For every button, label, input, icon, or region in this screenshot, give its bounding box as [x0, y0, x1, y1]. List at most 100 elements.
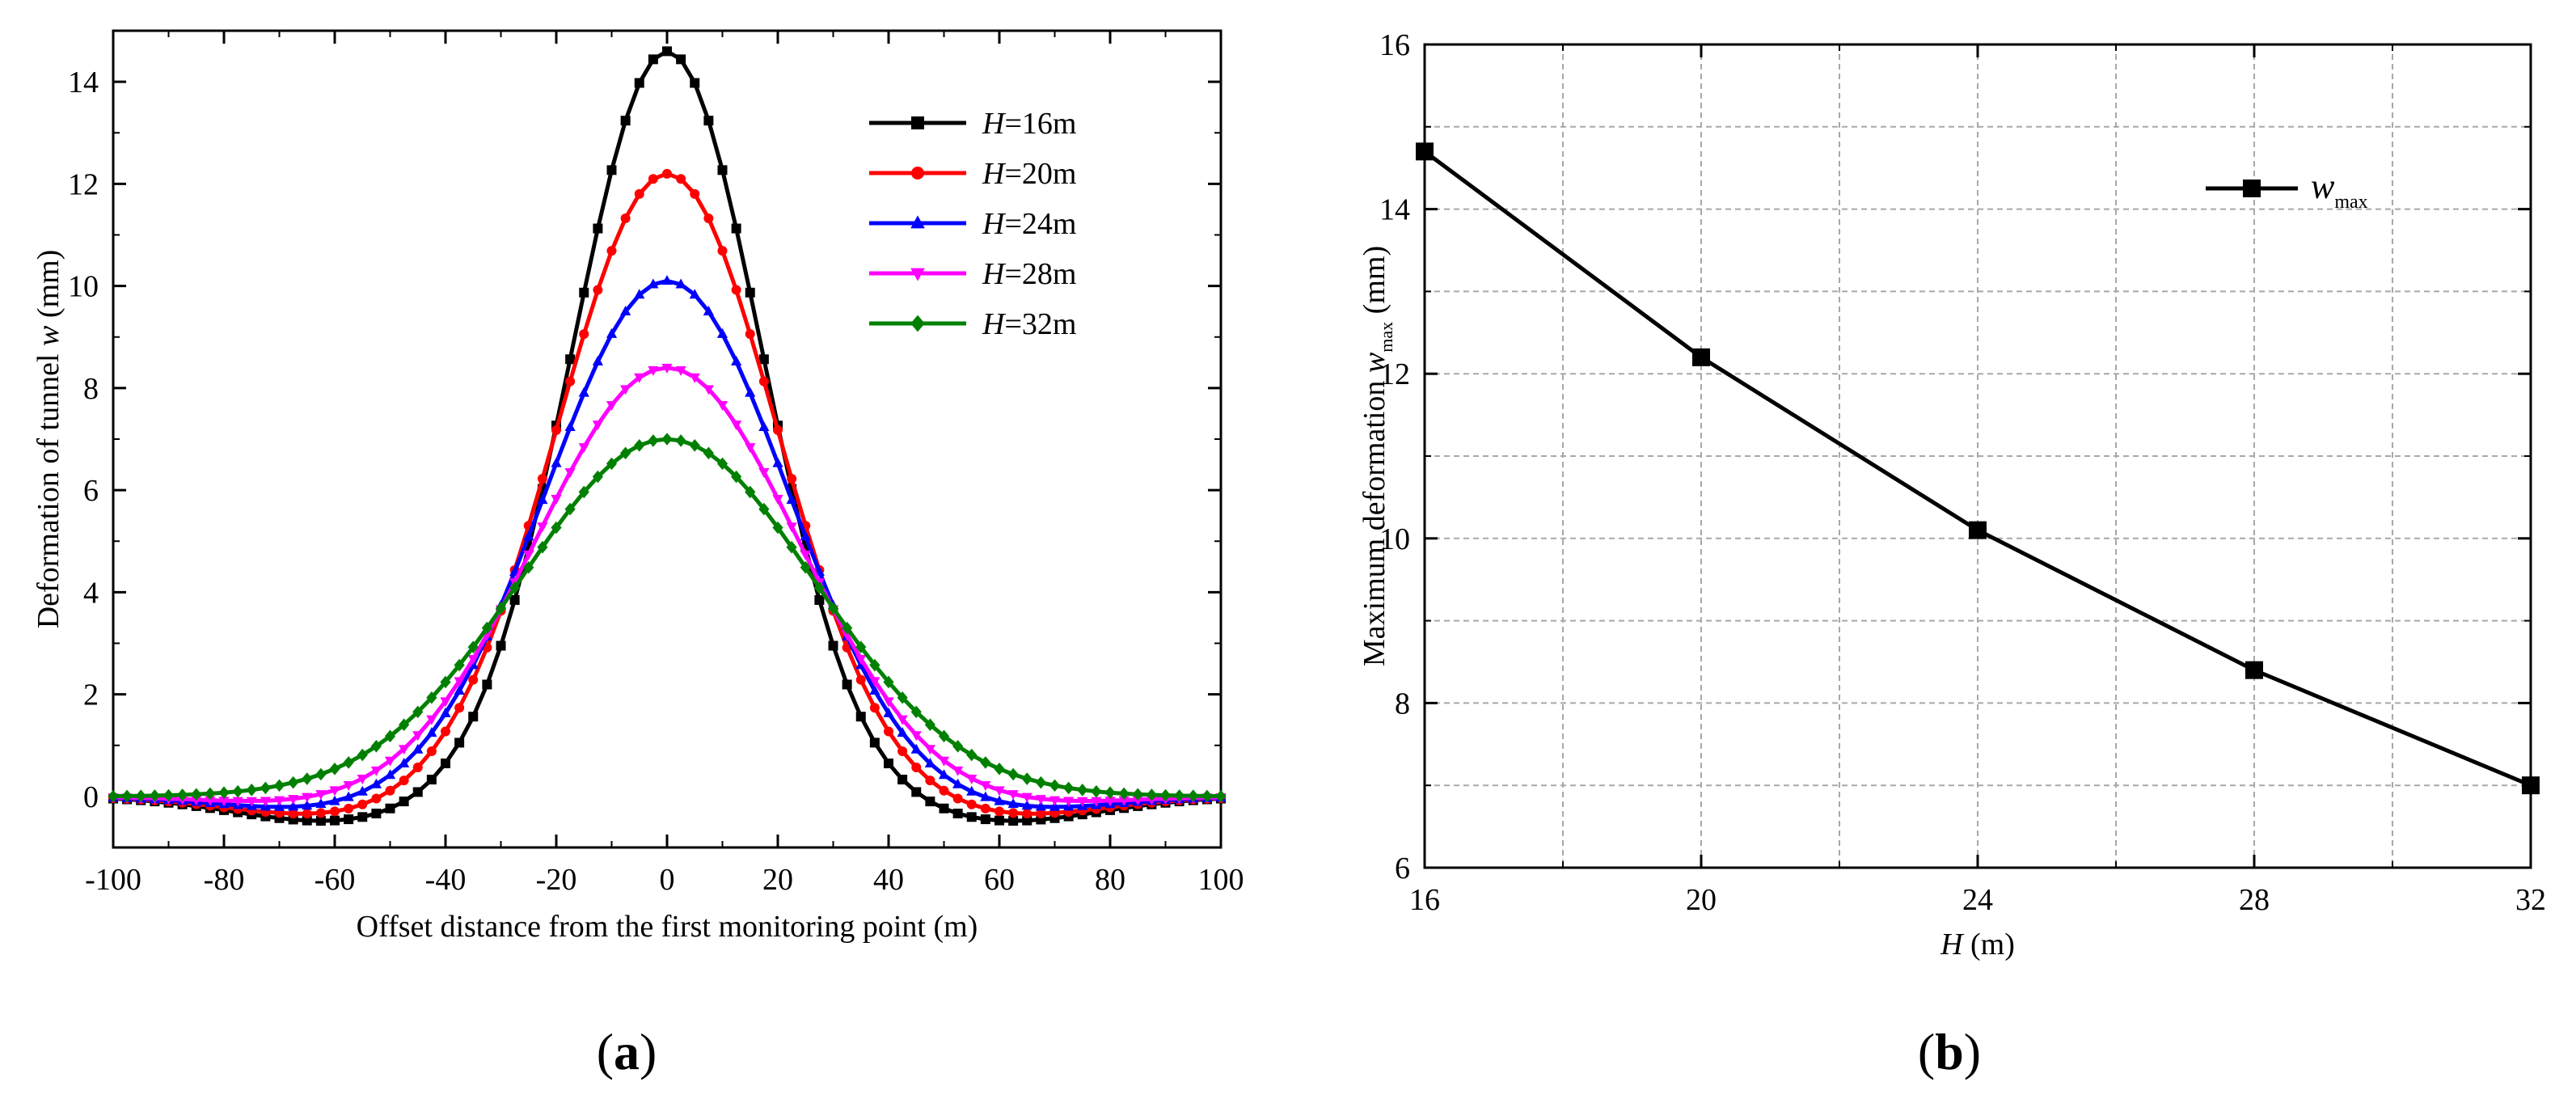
data-point	[273, 796, 285, 806]
data-point	[966, 748, 978, 762]
data-point	[980, 756, 991, 769]
data-point	[980, 803, 990, 814]
data-point	[925, 775, 935, 786]
data-point	[2245, 661, 2263, 679]
x-tick-label: 28	[2239, 883, 2270, 917]
data-point	[385, 785, 395, 796]
data-point	[995, 806, 1004, 817]
data-point	[648, 278, 659, 289]
data-point	[717, 165, 728, 175]
data-point	[191, 788, 202, 801]
data-point	[800, 530, 811, 541]
data-point	[564, 421, 576, 432]
data-point	[883, 675, 894, 689]
data-point	[412, 762, 423, 772]
data-point	[716, 328, 728, 338]
data-point	[302, 792, 313, 803]
series-line	[112, 366, 1222, 804]
data-point	[551, 457, 562, 467]
x-tick-label: 100	[1198, 863, 1244, 897]
data-point	[675, 278, 686, 289]
data-point	[343, 791, 354, 801]
y-tick-label: 4	[83, 576, 99, 610]
data-point	[939, 785, 949, 796]
data-point	[564, 468, 576, 479]
data-point	[384, 756, 396, 767]
data-point	[191, 796, 202, 806]
data-point	[523, 560, 534, 574]
data-point	[232, 797, 243, 807]
data-point	[855, 654, 867, 665]
panel-a-chart: -100 -80 -60 -40 -20 0 20 40 60 80 10002468101214 …	[32, 29, 1244, 944]
data-point	[357, 748, 368, 762]
data-point	[1146, 788, 1157, 801]
data-point	[495, 602, 507, 615]
legend-label: H=20m	[982, 157, 1076, 191]
data-point	[370, 739, 382, 753]
data-point	[758, 468, 770, 479]
data-point	[399, 797, 409, 807]
data-point	[565, 354, 576, 365]
data-point	[1007, 767, 1019, 781]
data-point	[315, 816, 326, 826]
data-point	[1008, 816, 1019, 826]
data-point	[648, 54, 658, 65]
data-point	[897, 727, 908, 737]
data-point	[468, 674, 479, 685]
data-point	[1969, 521, 1987, 539]
data-point	[592, 420, 603, 431]
data-point	[855, 640, 867, 653]
y-tick-label: 6	[83, 474, 99, 508]
data-point	[883, 707, 894, 717]
panel-b-grid	[1425, 44, 2531, 868]
data-point	[592, 470, 603, 484]
data-point	[371, 808, 382, 818]
data-point	[813, 581, 825, 594]
data-point	[758, 421, 770, 432]
data-point	[910, 705, 922, 719]
y-tick-label: 12	[68, 167, 99, 201]
data-point	[661, 275, 673, 285]
data-point	[716, 457, 728, 471]
data-point	[149, 789, 160, 802]
data-point	[995, 815, 1004, 826]
data-point	[467, 654, 479, 665]
panel-a-ticks: -100 -80 -60 -40 -20 0 20 40 60 80 100 0 2 4 6 8 10 12 14	[68, 30, 1244, 897]
data-point	[689, 289, 700, 299]
data-point	[399, 758, 410, 768]
data-point	[454, 703, 465, 713]
data-point	[426, 727, 437, 737]
data-point	[1201, 789, 1213, 803]
data-point	[814, 594, 825, 605]
data-point	[662, 168, 672, 179]
data-point	[883, 697, 894, 708]
data-point	[620, 306, 631, 316]
x-tick-label: 24	[1962, 883, 1993, 917]
data-point	[758, 376, 769, 387]
data-point	[897, 746, 908, 756]
data-point	[163, 788, 175, 802]
data-point	[399, 745, 410, 755]
data-point	[938, 756, 950, 767]
data-point	[924, 745, 935, 755]
data-point	[329, 763, 340, 775]
data-point	[592, 355, 603, 366]
data-point	[648, 174, 658, 184]
data-point	[758, 502, 770, 516]
data-point	[578, 443, 589, 454]
data-point	[496, 640, 506, 651]
data-point	[384, 769, 396, 780]
data-point	[606, 165, 617, 175]
data-point	[994, 786, 1005, 797]
data-point	[273, 801, 285, 811]
x-tick-label: 20	[762, 863, 793, 897]
data-point	[1008, 808, 1019, 818]
data-point	[288, 801, 299, 811]
legend-marker	[2243, 180, 2261, 197]
data-point	[302, 800, 313, 810]
data-point	[1091, 797, 1102, 807]
data-point	[454, 658, 465, 672]
legend-label: wmax	[2311, 167, 2368, 213]
data-point	[370, 778, 382, 788]
panel-a-legend: H=16m H=20m H=24m H=28m H=32m	[869, 107, 1076, 341]
